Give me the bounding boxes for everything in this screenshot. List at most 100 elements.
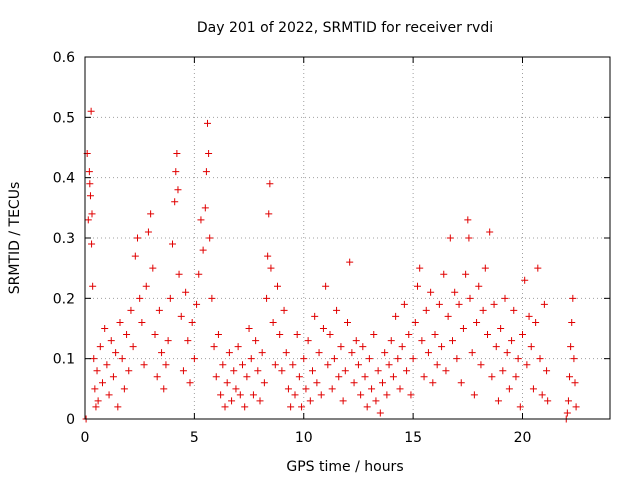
data-point (271, 361, 279, 369)
data-points (82, 107, 580, 423)
data-point (166, 294, 174, 302)
data-point (414, 282, 421, 290)
data-point (131, 252, 139, 260)
data-point (499, 367, 507, 375)
data-point (269, 318, 277, 326)
data-point (505, 385, 513, 393)
data-point (344, 318, 351, 326)
data-point (523, 361, 531, 369)
data-point (300, 355, 308, 363)
data-point (348, 349, 356, 357)
chart-title: Day 201 of 2022, SRMTID for receiver rvd… (197, 20, 493, 36)
data-point (164, 337, 172, 345)
data-point (455, 300, 463, 308)
data-point (400, 300, 408, 308)
data-point (147, 210, 155, 218)
data-point (84, 216, 92, 224)
y-tick-label: 0 (66, 412, 75, 428)
data-point (206, 234, 214, 242)
data-point (449, 337, 456, 345)
data-point (328, 385, 336, 393)
data-point (91, 385, 99, 393)
data-point (210, 343, 218, 351)
data-point (440, 270, 448, 278)
data-point (566, 373, 574, 381)
data-point (149, 264, 157, 272)
data-point (140, 361, 148, 369)
data-point (298, 403, 306, 411)
data-point (383, 391, 391, 399)
data-point (387, 337, 395, 345)
data-point (313, 379, 321, 387)
data-point (357, 391, 365, 399)
data-point (464, 216, 472, 224)
data-point (354, 361, 362, 369)
data-point (179, 367, 187, 375)
data-point (385, 361, 393, 369)
data-point (532, 318, 540, 326)
data-point (116, 318, 124, 326)
data-point (295, 373, 303, 381)
data-point (346, 258, 354, 266)
data-point (151, 331, 159, 339)
y-tick-label: 0.2 (53, 291, 75, 307)
grid-lines (85, 57, 610, 419)
data-point (494, 397, 502, 405)
data-point (144, 228, 152, 236)
data-point (172, 168, 180, 176)
data-point (173, 150, 181, 158)
data-point (311, 312, 319, 320)
data-point (85, 168, 93, 176)
x-tick-label: 10 (295, 430, 313, 446)
data-point (88, 240, 96, 248)
y-tick-label: 0.6 (53, 50, 75, 66)
data-point (501, 294, 509, 302)
data-point (112, 349, 120, 357)
data-point (317, 391, 325, 399)
data-point (497, 325, 505, 332)
data-point (333, 306, 341, 314)
data-point (306, 397, 314, 405)
data-point (138, 318, 146, 326)
data-point (99, 379, 106, 387)
data-point (162, 361, 170, 369)
data-point (422, 306, 430, 314)
data-point (512, 373, 520, 381)
data-point (359, 343, 367, 351)
data-point (92, 403, 100, 411)
data-point (486, 228, 494, 236)
data-point (376, 409, 384, 417)
data-point (103, 361, 111, 369)
data-point (177, 312, 185, 320)
data-point (534, 264, 542, 272)
data-point (350, 379, 358, 387)
data-point (105, 391, 113, 399)
data-point (544, 397, 552, 405)
data-point (230, 367, 238, 375)
data-point (529, 385, 537, 393)
data-point (247, 355, 255, 363)
x-tick-label: 15 (404, 430, 422, 446)
data-point (302, 385, 310, 393)
data-point (453, 355, 461, 363)
data-point (416, 264, 424, 272)
data-point (278, 367, 286, 375)
data-point (352, 337, 360, 345)
data-point (293, 331, 301, 339)
data-point (543, 367, 551, 375)
data-point (470, 391, 478, 399)
data-point (466, 294, 474, 302)
y-axis-title: SRMTID / TECUs (7, 182, 23, 295)
data-point (536, 355, 544, 363)
data-point (361, 373, 369, 381)
data-point (89, 282, 97, 290)
data-point (129, 343, 137, 351)
data-point (569, 294, 577, 302)
data-point (182, 288, 190, 296)
data-point (184, 337, 192, 345)
x-tick-label: 0 (81, 430, 90, 446)
data-point (123, 331, 131, 339)
data-point (228, 397, 236, 405)
data-point (265, 210, 273, 218)
data-point (93, 367, 101, 375)
